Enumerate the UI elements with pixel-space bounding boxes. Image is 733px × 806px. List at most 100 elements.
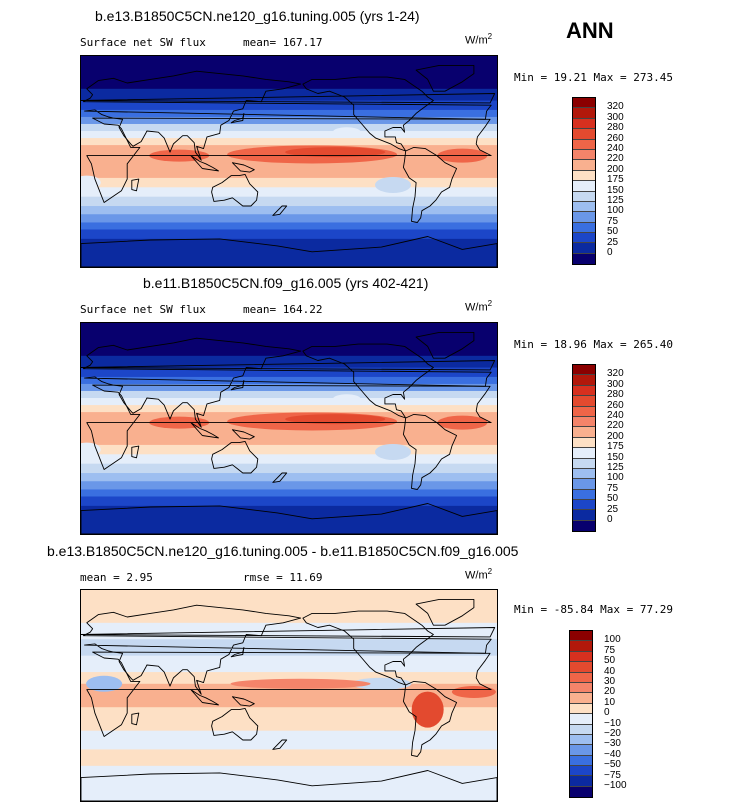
- colorbar-swatch: [573, 489, 595, 501]
- colorbar-swatch: [573, 520, 595, 532]
- colorbar-swatch: [573, 468, 595, 480]
- coastline: [131, 712, 140, 726]
- coastline: [231, 429, 255, 440]
- colorbar-swatch: [573, 416, 595, 428]
- flux-band: [81, 323, 497, 357]
- panel3-colorbar: [569, 630, 593, 799]
- colorbar-swatch: [570, 662, 592, 673]
- panel3-map: [80, 589, 498, 802]
- colorbar-tick-label: 0: [604, 707, 610, 719]
- flux-band: [81, 390, 497, 399]
- panel1-units: W/m2: [465, 32, 493, 47]
- colorbar-swatch: [573, 118, 595, 130]
- panel2-units: W/m2: [465, 299, 493, 314]
- colorbar-tick-label: 320: [607, 368, 624, 380]
- flux-band: [81, 131, 497, 139]
- panel1-mean: mean= 167.17: [243, 36, 323, 49]
- panel3-minmax: Min = -85.84 Max = 77.29: [514, 603, 673, 616]
- diff-min: [86, 675, 123, 692]
- colorbar-swatch: [573, 385, 595, 397]
- colorbar-tick-label: −50: [604, 759, 621, 771]
- flux-band: [81, 229, 497, 240]
- stratocumulus-min: [332, 394, 361, 405]
- colorbar-tick-label: 50: [604, 655, 616, 667]
- coastline: [82, 70, 492, 161]
- panel1-colorbar: [572, 97, 596, 266]
- colorbar-swatch: [570, 766, 592, 777]
- coastline: [272, 472, 288, 483]
- diff-max: [451, 685, 496, 698]
- colorbar-tick-label: 100: [607, 205, 624, 217]
- flux-band: [81, 238, 497, 267]
- flux-band: [81, 444, 497, 455]
- diff-band: [81, 707, 497, 732]
- colorbar-swatch: [570, 682, 592, 694]
- colorbar-swatch: [573, 437, 595, 449]
- stratocumulus-min: [375, 176, 411, 193]
- panel2-colorbar: [572, 364, 596, 533]
- stratocumulus-min: [332, 127, 361, 138]
- flux-band: [81, 196, 497, 207]
- flux-band: [81, 481, 497, 490]
- flux-band: [81, 454, 497, 465]
- stratocumulus-min: [375, 443, 411, 460]
- colorbar-tick-label: 240: [607, 410, 624, 421]
- colorbar-tick-label: 50: [607, 493, 619, 505]
- colorbar-tick-label: 10: [604, 696, 616, 708]
- colorbar-swatch: [573, 98, 595, 109]
- colorbar-tick-label: 150: [607, 451, 624, 463]
- coastline: [211, 440, 259, 474]
- colorbar-swatch: [573, 201, 595, 213]
- colorbar-tick-label: −75: [604, 769, 621, 781]
- colorbar-tick-label: 100: [607, 472, 624, 484]
- colorbar-swatch: [573, 406, 595, 417]
- colorbar-swatch: [573, 129, 595, 140]
- colorbar-tick-label: −20: [604, 728, 621, 739]
- coastline: [82, 604, 492, 695]
- colorbar-swatch: [573, 396, 595, 407]
- colorbar-swatch: [570, 755, 592, 767]
- coastline: [211, 707, 259, 741]
- flux-band: [81, 489, 497, 497]
- colorbar-swatch: [573, 448, 595, 459]
- colorbar-tick-label: 75: [607, 482, 619, 494]
- coastline: [81, 770, 497, 801]
- colorbar-swatch: [573, 427, 595, 438]
- panel2-minmax: Min = 18.96 Max = 265.40: [514, 338, 673, 351]
- coastline: [402, 680, 458, 757]
- colorbar-tick-label: 280: [607, 122, 624, 134]
- coastline: [402, 413, 458, 490]
- flux-band: [81, 109, 497, 118]
- flux-band: [81, 100, 497, 111]
- coastline: [81, 360, 496, 371]
- colorbar-tick-label: 300: [607, 111, 624, 123]
- colorbar-swatch: [573, 479, 595, 490]
- colorbar-tick-label: 50: [607, 226, 619, 238]
- flux-band: [81, 187, 497, 198]
- coastline: [190, 689, 219, 706]
- diff-band: [81, 730, 497, 750]
- flux-band: [81, 116, 497, 125]
- panel2-mean: mean= 164.22: [243, 303, 323, 316]
- colorbar-swatch: [570, 745, 592, 756]
- diff-band: [81, 639, 497, 657]
- flux-band: [81, 496, 497, 507]
- colorbar-swatch: [570, 651, 592, 663]
- coastline: [81, 627, 496, 638]
- colorbar-swatch: [573, 253, 595, 265]
- colorbar-swatch: [573, 222, 595, 234]
- flux-band: [81, 367, 497, 378]
- colorbar-tick-label: 150: [607, 184, 624, 196]
- colorbar-tick-label: 75: [604, 644, 616, 656]
- colorbar-tick-label: −40: [604, 748, 621, 760]
- colorbar-swatch: [573, 108, 595, 119]
- colorbar-tick-label: 175: [607, 441, 624, 453]
- panel2-subtitle: Surface net SW flux: [80, 303, 206, 316]
- colorbar-swatch: [573, 160, 595, 171]
- colorbar-swatch: [573, 458, 595, 469]
- colorbar-tick-label: 25: [607, 503, 619, 515]
- diff-band: [81, 655, 497, 673]
- diff-band: [81, 749, 497, 767]
- flux-band: [81, 214, 497, 223]
- colorbar-swatch: [570, 703, 592, 715]
